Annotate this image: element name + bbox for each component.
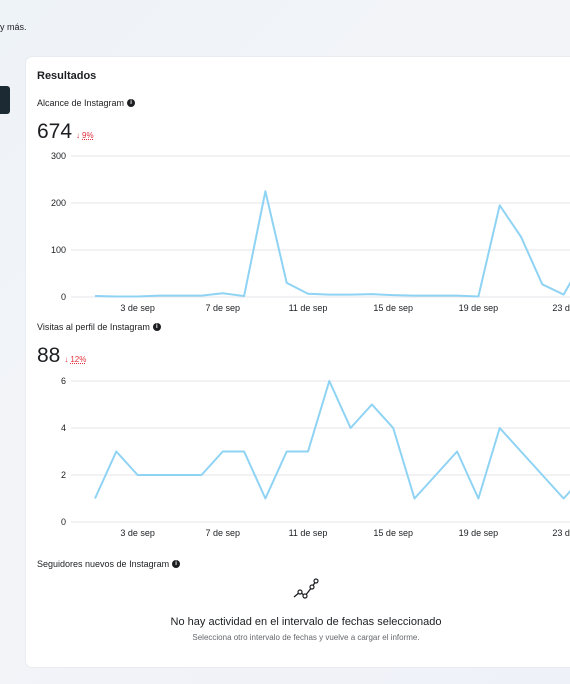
- data-point[interactable]: [199, 293, 205, 299]
- data-point[interactable]: [561, 292, 567, 298]
- data-point[interactable]: [177, 293, 183, 299]
- data-point[interactable]: [220, 449, 226, 455]
- data-point[interactable]: [305, 291, 311, 297]
- x-tick-label: 7 de sep: [206, 303, 241, 313]
- x-tick-label: 15 de sep: [373, 303, 413, 313]
- data-point[interactable]: [113, 449, 119, 455]
- followers-label: Seguidores nuevos de Instagram i: [37, 559, 181, 569]
- data-point[interactable]: [412, 293, 418, 299]
- data-point[interactable]: [326, 292, 332, 298]
- y-tick-label: 6: [61, 376, 66, 386]
- results-card: Resultados Alcance de Instagram i 674 ↓ …: [26, 57, 570, 667]
- data-point[interactable]: [113, 294, 119, 300]
- data-point[interactable]: [241, 449, 247, 455]
- reach-delta-percent[interactable]: 9%: [82, 131, 94, 140]
- page-description-fragment: y más.: [0, 22, 27, 32]
- data-point[interactable]: [475, 294, 481, 300]
- data-point[interactable]: [433, 472, 439, 478]
- data-point[interactable]: [262, 188, 268, 194]
- data-point[interactable]: [135, 472, 141, 478]
- side-tab[interactable]: [0, 86, 10, 114]
- reach-delta: ↓ 9%: [76, 131, 94, 140]
- y-tick-label: 200: [51, 198, 66, 208]
- visits-value: 88: [37, 344, 61, 367]
- data-point[interactable]: [390, 292, 396, 298]
- data-point[interactable]: [454, 293, 460, 299]
- data-point[interactable]: [284, 280, 290, 286]
- data-point[interactable]: [241, 293, 247, 299]
- data-point[interactable]: [412, 496, 418, 502]
- reach-label: Alcance de Instagram i: [37, 98, 136, 108]
- data-point[interactable]: [369, 291, 375, 297]
- data-point[interactable]: [284, 449, 290, 455]
- data-point[interactable]: [92, 293, 98, 299]
- empty-state-subtitle: Selecciona otro intervalo de fechas y vu…: [192, 633, 420, 642]
- y-tick-label: 0: [61, 517, 66, 527]
- visits-value-row: 88 ↓ 12%: [37, 344, 86, 368]
- data-point[interactable]: [497, 202, 503, 208]
- data-point[interactable]: [390, 425, 396, 431]
- info-icon[interactable]: i: [172, 560, 181, 568]
- data-point[interactable]: [518, 234, 524, 240]
- data-point[interactable]: [433, 293, 439, 299]
- x-tick-label: 11 de sep: [289, 303, 328, 313]
- followers-label-text: Seguidores nuevos de Instagram: [37, 559, 170, 569]
- x-tick-label: 15 de sep: [373, 528, 413, 538]
- data-point[interactable]: [497, 425, 503, 431]
- data-point[interactable]: [156, 293, 162, 299]
- data-point[interactable]: [305, 449, 311, 455]
- x-tick-label: 11 de sep: [289, 528, 328, 538]
- series-line: [94, 190, 570, 298]
- line-chart-icon: [293, 578, 319, 599]
- y-tick-label: 4: [61, 423, 66, 433]
- data-point[interactable]: [348, 292, 354, 298]
- x-tick-label: 3 de sep: [120, 528, 155, 538]
- info-icon[interactable]: i: [152, 323, 161, 331]
- data-point[interactable]: [348, 425, 354, 431]
- data-point[interactable]: [539, 472, 545, 478]
- data-point[interactable]: [199, 472, 205, 478]
- reach-value: 674: [37, 120, 73, 143]
- x-tick-label: 3 de sep: [120, 303, 155, 313]
- series-line: [94, 380, 570, 500]
- empty-state: [26, 575, 570, 610]
- reach-label-text: Alcance de Instagram: [37, 98, 125, 108]
- data-point[interactable]: [135, 294, 141, 300]
- data-point[interactable]: [561, 496, 567, 502]
- data-point[interactable]: [92, 496, 98, 502]
- visits-delta: ↓ 12%: [64, 355, 86, 364]
- data-point[interactable]: [518, 449, 524, 455]
- arrow-down-icon: ↓: [64, 355, 69, 364]
- data-point[interactable]: [454, 449, 460, 455]
- y-tick-label: 2: [61, 470, 66, 480]
- visits-label-text: Visitas al perfil de Instagram: [37, 322, 150, 332]
- data-point[interactable]: [475, 496, 481, 502]
- arrow-down-icon: ↓: [76, 131, 81, 140]
- results-title: Resultados: [37, 70, 97, 82]
- data-point[interactable]: [220, 290, 226, 296]
- visits-delta-percent[interactable]: 12%: [70, 355, 87, 364]
- data-point[interactable]: [326, 378, 332, 384]
- data-point[interactable]: [539, 281, 545, 287]
- reach-value-row: 674 ↓ 9%: [37, 120, 94, 144]
- data-point[interactable]: [177, 472, 183, 478]
- empty-state-title: No hay actividad en el intervalo de fech…: [170, 616, 442, 628]
- x-tick-label: 23 de: [552, 303, 570, 313]
- x-tick-label: 19 de sep: [459, 303, 499, 313]
- reach-chart[interactable]: 0 100 200 300 3 de sep 7 de sep 11 de sep 15 de…: [26, 149, 570, 329]
- y-tick-label: 300: [51, 151, 66, 161]
- x-tick-label: 7 de sep: [206, 528, 241, 538]
- y-tick-label: 100: [51, 245, 66, 255]
- visits-label: Visitas al perfil de Instagram i: [37, 322, 161, 332]
- visits-chart[interactable]: 0 2 4 6 3 de sep 7 de sep 11 de sep 15 de sep 19…: [26, 373, 570, 558]
- x-tick-label: 19 de sep: [459, 528, 499, 538]
- data-point[interactable]: [156, 472, 162, 478]
- data-point[interactable]: [369, 402, 375, 408]
- info-icon[interactable]: i: [127, 99, 136, 107]
- data-point[interactable]: [262, 496, 268, 502]
- y-tick-label: 0: [61, 292, 66, 302]
- x-tick-label: 23 de: [552, 528, 570, 538]
